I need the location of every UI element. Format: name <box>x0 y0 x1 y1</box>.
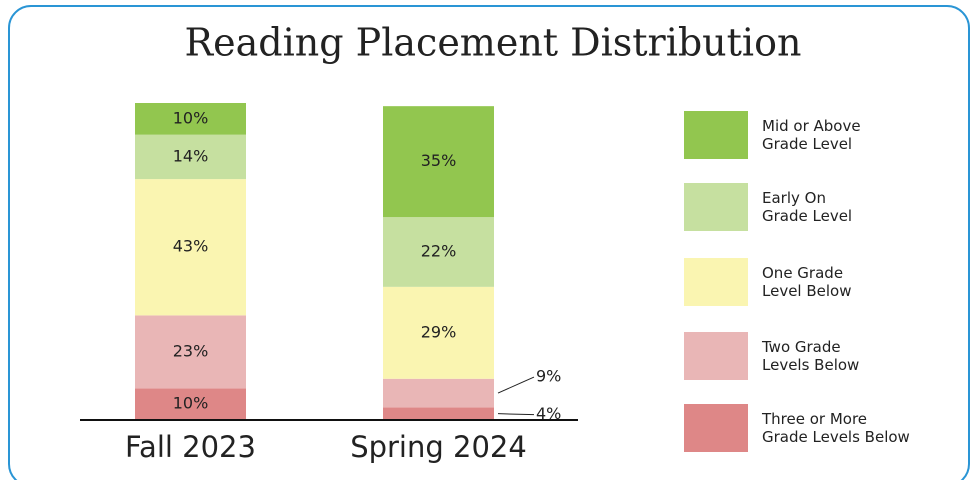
legend-swatch <box>684 258 748 306</box>
data-label: 22% <box>421 241 457 260</box>
bar-segment <box>135 134 246 180</box>
bar-segment <box>135 388 246 420</box>
legend-swatch <box>684 332 748 380</box>
bar-segment <box>135 315 246 389</box>
data-label: 14% <box>173 146 209 165</box>
bar-segment <box>135 103 246 135</box>
legend-label: Mid or Above Grade Level <box>762 117 861 153</box>
data-label: 10% <box>173 394 209 413</box>
legend-swatch <box>684 111 748 159</box>
frame <box>8 5 970 484</box>
data-label: 4% <box>536 404 561 423</box>
data-label: 43% <box>173 237 209 256</box>
legend-swatch <box>684 183 748 231</box>
bar-segment <box>383 286 494 379</box>
data-label: 23% <box>173 341 209 360</box>
bar-segment <box>383 407 494 420</box>
legend-label: Early On Grade Level <box>762 189 852 225</box>
x-tick-label: Fall 2023 <box>125 430 256 464</box>
leader-line <box>497 413 535 416</box>
legend-swatch <box>684 404 748 452</box>
chart-title: Reading Placement Distribution <box>185 21 802 65</box>
bar-segment <box>383 217 494 287</box>
data-label: 10% <box>173 108 209 127</box>
bar-segment <box>383 378 494 408</box>
legend-label: Two Grade Levels Below <box>761 338 859 374</box>
data-label: 9% <box>536 367 561 386</box>
data-label: 29% <box>421 322 457 341</box>
bar-segment <box>383 106 494 218</box>
legend-label: Three or More Grade Levels Below <box>761 410 910 446</box>
legend-label: One Grade Level Below <box>762 264 852 300</box>
leader-line <box>497 376 535 394</box>
data-label: 35% <box>421 151 457 170</box>
bar-segment <box>135 179 246 316</box>
x-tick-label: Spring 2024 <box>350 430 527 464</box>
